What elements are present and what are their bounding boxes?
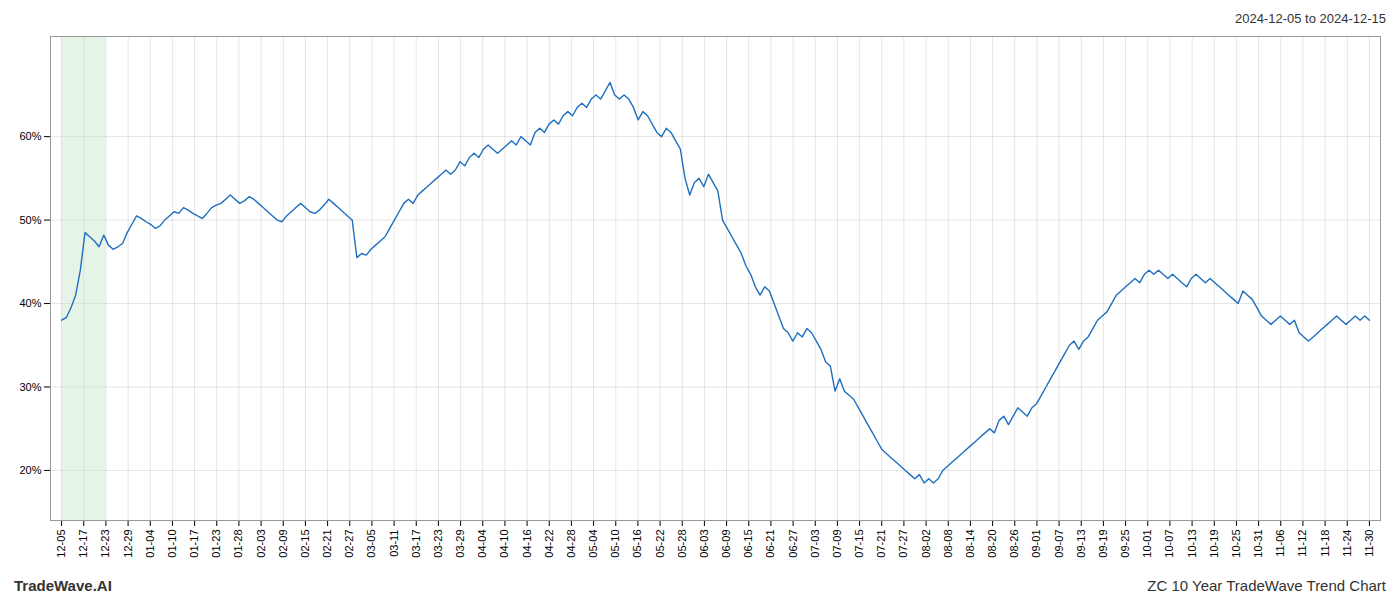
svg-text:07-21: 07-21 [875, 530, 887, 558]
svg-text:12-17: 12-17 [77, 530, 89, 558]
svg-text:11-12: 11-12 [1296, 530, 1308, 557]
svg-text:03-05: 03-05 [365, 530, 377, 558]
svg-text:08-08: 08-08 [942, 530, 954, 558]
svg-text:07-27: 07-27 [897, 530, 909, 558]
svg-text:11-24: 11-24 [1341, 530, 1353, 557]
svg-text:06-27: 06-27 [787, 530, 799, 558]
svg-text:04-04: 04-04 [476, 530, 488, 558]
svg-text:04-10: 04-10 [498, 530, 510, 558]
svg-text:11-30: 11-30 [1363, 530, 1375, 557]
svg-text:05-04: 05-04 [587, 530, 599, 558]
html-text:TradeWave.AI: TradeWave.AI [14, 576, 112, 594]
svg-text:04-22: 04-22 [543, 530, 555, 558]
svg-text:12-29: 12-29 [122, 530, 134, 558]
svg-text:12-23: 12-23 [99, 530, 111, 558]
svg-text:01-10: 01-10 [166, 530, 178, 558]
svg-text:20%: 20% [19, 464, 41, 476]
svg-text:05-28: 05-28 [676, 530, 688, 558]
svg-text:01-28: 01-28 [232, 530, 244, 558]
svg-text:50%: 50% [19, 214, 41, 226]
svg-text:09-13: 09-13 [1075, 530, 1087, 558]
svg-text:01-04: 01-04 [144, 530, 156, 558]
svg-text:60%: 60% [19, 130, 41, 142]
svg-text:10-07: 10-07 [1163, 530, 1175, 558]
svg-text:10-01: 10-01 [1141, 530, 1153, 558]
svg-text:03-17: 03-17 [410, 530, 422, 558]
html-text:ZC 10 Year TradeWave Trend Cha: ZC 10 Year TradeWave Trend Chart [1147, 576, 1386, 594]
svg-text:05-22: 05-22 [654, 530, 666, 558]
svg-text:11-06: 11-06 [1274, 530, 1286, 557]
svg-text:04-16: 04-16 [521, 530, 533, 558]
svg-text:06-21: 06-21 [764, 530, 776, 558]
svg-text:09-25: 09-25 [1119, 530, 1131, 558]
svg-text:07-15: 07-15 [853, 530, 865, 558]
svg-text:08-20: 08-20 [986, 530, 998, 558]
svg-text:11-18: 11-18 [1319, 530, 1331, 557]
svg-text:02-09: 02-09 [277, 530, 289, 558]
svg-text:40%: 40% [19, 297, 41, 309]
svg-text:08-02: 08-02 [920, 530, 932, 558]
svg-text:07-03: 07-03 [809, 530, 821, 558]
svg-text:02-03: 02-03 [255, 530, 267, 558]
svg-text:09-07: 09-07 [1053, 530, 1065, 558]
svg-text:06-09: 06-09 [720, 530, 732, 558]
svg-text:02-21: 02-21 [321, 530, 333, 558]
svg-text:09-19: 09-19 [1097, 530, 1109, 558]
svg-text:10-25: 10-25 [1230, 530, 1242, 558]
svg-text:10-13: 10-13 [1186, 530, 1198, 558]
svg-text:04-28: 04-28 [565, 530, 577, 558]
svg-text:02-27: 02-27 [343, 530, 355, 558]
svg-text:03-29: 03-29 [454, 530, 466, 558]
svg-text:02-15: 02-15 [299, 530, 311, 558]
svg-text:06-15: 06-15 [742, 530, 754, 558]
svg-text:03-11: 03-11 [388, 530, 400, 557]
svg-text:01-23: 01-23 [210, 530, 222, 558]
html-text:2024-12-05 to 2024-12-15: 2024-12-05 to 2024-12-15 [1234, 11, 1386, 26]
svg-text:08-26: 08-26 [1008, 530, 1020, 558]
svg-text:01-17: 01-17 [188, 530, 200, 558]
svg-text:07-09: 07-09 [831, 530, 843, 558]
svg-text:03-23: 03-23 [432, 530, 444, 558]
svg-text:09-01: 09-01 [1030, 530, 1042, 558]
svg-text:08-14: 08-14 [964, 530, 976, 558]
svg-text:12-05: 12-05 [55, 530, 67, 558]
svg-text:05-16: 05-16 [631, 530, 643, 558]
svg-text:10-19: 10-19 [1208, 530, 1220, 558]
svg-text:10-31: 10-31 [1252, 530, 1264, 558]
svg-text:30%: 30% [19, 381, 41, 393]
svg-text:05-10: 05-10 [609, 530, 621, 558]
svg-text:06-03: 06-03 [698, 530, 710, 558]
